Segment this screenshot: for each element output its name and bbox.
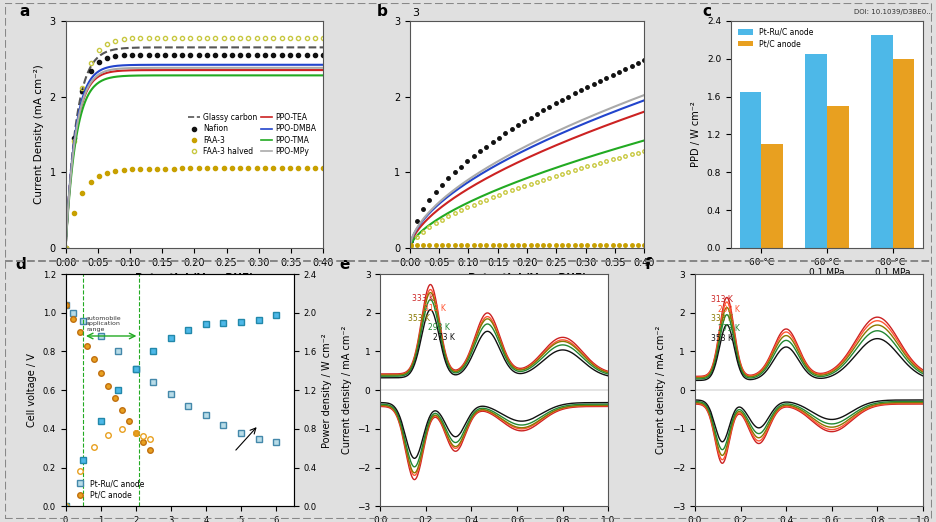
Y-axis label: Current density / mA cm⁻²: Current density / mA cm⁻²	[656, 326, 665, 454]
Text: 333 K: 333 K	[710, 314, 732, 323]
Legend: Pt-Ru/C anode, Pt/C anode: Pt-Ru/C anode, Pt/C anode	[734, 25, 815, 51]
Y-axis label: Cell voltage / V: Cell voltage / V	[27, 353, 37, 427]
Text: 313 K: 313 K	[423, 304, 445, 313]
Text: c: c	[701, 4, 710, 19]
Y-axis label: PPD / W cm⁻²: PPD / W cm⁻²	[691, 102, 700, 167]
Legend: Glassy carbon, Nafion, FAA-3, FAA-3 halved, PPO-TEA, PPO-DMBA, PPO-TMA, PPO-MPy: Glassy carbon, Nafion, FAA-3, FAA-3 halv…	[185, 110, 319, 159]
Text: 3: 3	[412, 8, 418, 18]
Text: DOI: 10.1039/D3BE0...: DOI: 10.1039/D3BE0...	[853, 9, 931, 15]
Y-axis label: Current density / mA cm⁻²: Current density / mA cm⁻²	[342, 326, 351, 454]
X-axis label: Potential (V vs RHE): Potential (V vs RHE)	[135, 273, 254, 283]
Bar	[760, 144, 782, 248]
Text: 353 K: 353 K	[407, 314, 430, 323]
Bar	[870, 35, 892, 248]
Text: 333 K: 333 K	[412, 294, 433, 303]
Y-axis label: Power density / W cm⁻²: Power density / W cm⁻²	[322, 333, 331, 447]
Text: 273 K: 273 K	[717, 324, 739, 333]
Legend: Pt-Ru/C anode, Pt/C anode: Pt-Ru/C anode, Pt/C anode	[69, 476, 147, 503]
Text: d: d	[15, 257, 26, 272]
Text: f: f	[644, 257, 651, 272]
Y-axis label: Current Density (mA cm⁻²): Current Density (mA cm⁻²)	[34, 65, 44, 204]
Text: 353 K: 353 K	[710, 334, 732, 342]
Bar	[804, 54, 826, 248]
Text: 293 K: 293 K	[717, 305, 739, 314]
Text: automobile
application
range: automobile application range	[86, 315, 122, 332]
Bar	[826, 106, 848, 248]
Text: a: a	[19, 4, 30, 19]
X-axis label: Potential (V vs RHE): Potential (V vs RHE)	[467, 273, 586, 283]
Text: b: b	[376, 4, 388, 19]
Text: e: e	[339, 257, 349, 272]
Bar	[739, 92, 760, 248]
Text: 293 K: 293 K	[428, 323, 449, 332]
Bar	[892, 59, 914, 248]
Text: 313 K: 313 K	[710, 295, 732, 304]
Text: 273 K: 273 K	[432, 333, 454, 342]
